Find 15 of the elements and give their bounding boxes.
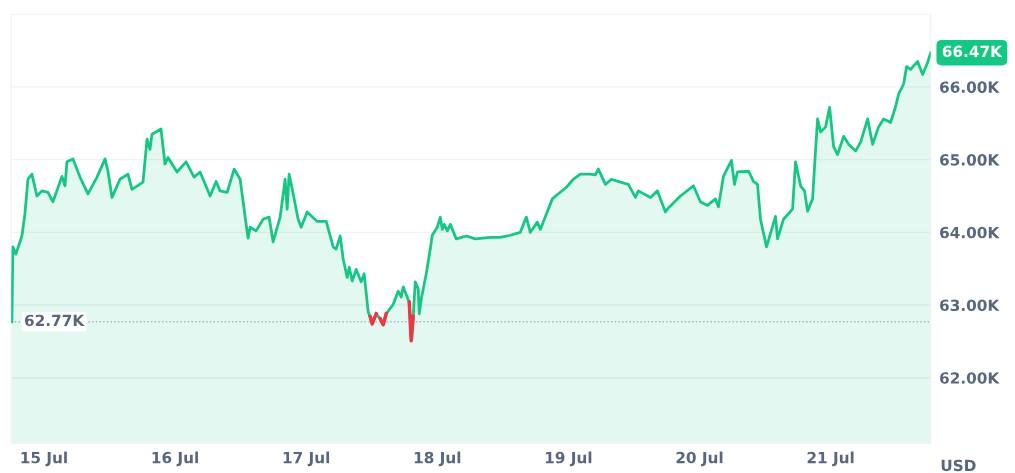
x-tick-label: 19 Jul	[545, 451, 592, 467]
x-tick-label: 17 Jul	[283, 451, 330, 467]
y-tick-label: 62.00K	[940, 372, 1000, 384]
ref-line-label: 62.77K	[24, 314, 85, 327]
y-tick-label: 64.00K	[940, 226, 1000, 239]
y-axis-title: USD	[941, 459, 976, 472]
x-tick-label: 20 Jul	[676, 451, 723, 467]
annotation: 66.47K	[942, 45, 1003, 58]
y-tick-label: 66.00K	[940, 81, 1000, 93]
y-tick-label: 63.00K	[940, 299, 1000, 312]
x-tick-label: 21 Jul	[807, 451, 854, 467]
x-tick-label: 15 Jul	[21, 451, 67, 467]
x-tick-label: 16 Jul	[152, 451, 198, 467]
y-tick-label: 65.00K	[940, 154, 1000, 166]
x-tick-label: 18 Jul	[414, 451, 461, 467]
